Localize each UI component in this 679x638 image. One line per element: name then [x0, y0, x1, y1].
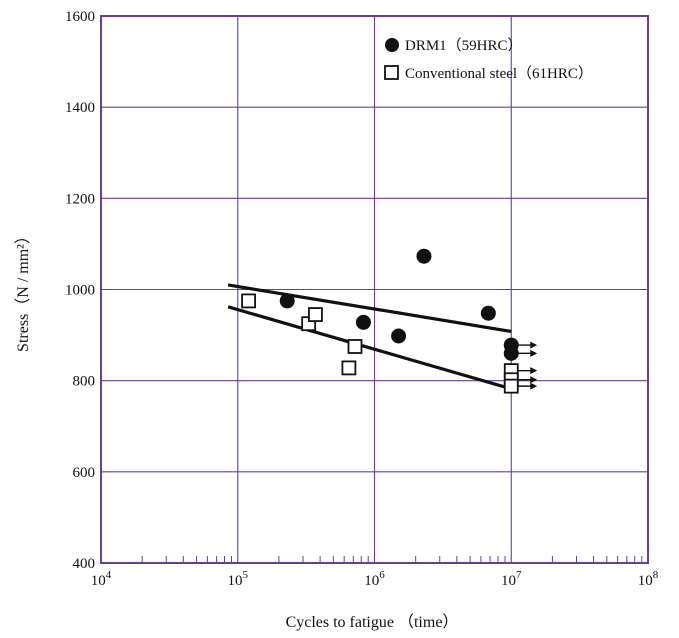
- runout-arrow-head: [530, 349, 538, 357]
- plot-frame: [100, 15, 649, 564]
- y-tick-label: 800: [73, 374, 96, 390]
- fit-line-series-2: [227, 305, 512, 391]
- runout-arrow-head: [530, 382, 538, 390]
- data-point-conventional: [308, 307, 323, 322]
- data-point-conventional: [341, 360, 357, 376]
- y-tick-label: 1400: [65, 100, 95, 116]
- legend-marker-conventional: [384, 65, 399, 80]
- data-points: [241, 248, 538, 394]
- x-tick-labels: 104 105 106 107 108: [91, 569, 659, 589]
- y-tick-label: 600: [73, 465, 96, 481]
- y-tick-label: 1000: [65, 283, 95, 299]
- data-point-drm1: [416, 248, 432, 264]
- x-axis-title: Cycles to fatigue （time）: [286, 613, 459, 631]
- minor-ticks: [141, 556, 643, 563]
- y-tick-labels: 400 600 800 1000 1200 1400 1600: [65, 9, 95, 572]
- legend: DRM1（59HRC） Conventional steel（61HRC）: [384, 37, 593, 82]
- runout-arrow-head: [530, 367, 538, 375]
- legend-label-drm1: DRM1（59HRC）: [405, 37, 523, 54]
- x-tick-label: 106: [364, 569, 385, 589]
- y-tick-label: 1200: [65, 191, 95, 207]
- x-tick-label: 107: [501, 569, 522, 589]
- data-point-conventional: [503, 378, 519, 394]
- x-tick-label: 108: [638, 569, 659, 589]
- y-tick-label: 1600: [65, 9, 95, 25]
- data-point-conventional: [241, 293, 256, 309]
- legend-label-conventional: Conventional steel（61HRC）: [405, 65, 593, 82]
- data-point-drm1: [503, 345, 519, 361]
- data-point-drm1: [279, 293, 295, 309]
- plot-border: [100, 15, 649, 564]
- x-tick-label: 104: [91, 569, 112, 589]
- fit-lines: [227, 283, 512, 391]
- fit-line-series-1: [227, 283, 512, 334]
- data-point-drm1: [355, 314, 371, 330]
- y-tick-label: 400: [73, 556, 96, 572]
- data-point-drm1: [391, 328, 407, 344]
- grid-lines: [101, 16, 648, 563]
- runout-arrow-head: [530, 376, 538, 384]
- legend-marker-drm1: [385, 38, 399, 52]
- y-axis-title: Stress（N / mm²）: [14, 228, 32, 352]
- data-point-drm1: [480, 305, 496, 321]
- data-point-conventional: [347, 339, 363, 354]
- x-tick-label: 105: [228, 569, 249, 589]
- runout-arrow-head: [530, 341, 538, 349]
